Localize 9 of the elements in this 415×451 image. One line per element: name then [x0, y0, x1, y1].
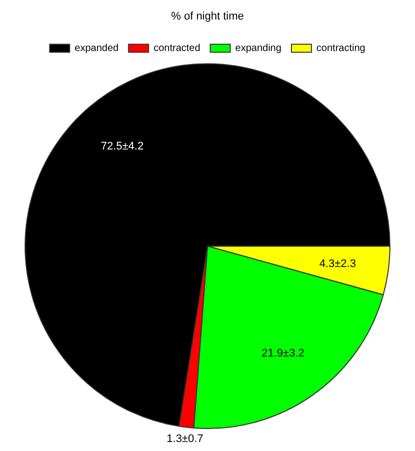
legend-label: contracted	[154, 42, 200, 54]
legend-label: contracting	[316, 42, 366, 54]
data-label: 21.9±3.2	[262, 348, 304, 360]
chart-title: % of night time	[171, 10, 244, 23]
data-label: 72.5±4.2	[100, 140, 144, 152]
legend-label: expanded	[74, 42, 119, 54]
data-label: 4.3±2.3	[319, 258, 356, 270]
data-label: 1.3±0.7	[166, 433, 204, 446]
legend-label: expanding	[235, 42, 282, 54]
